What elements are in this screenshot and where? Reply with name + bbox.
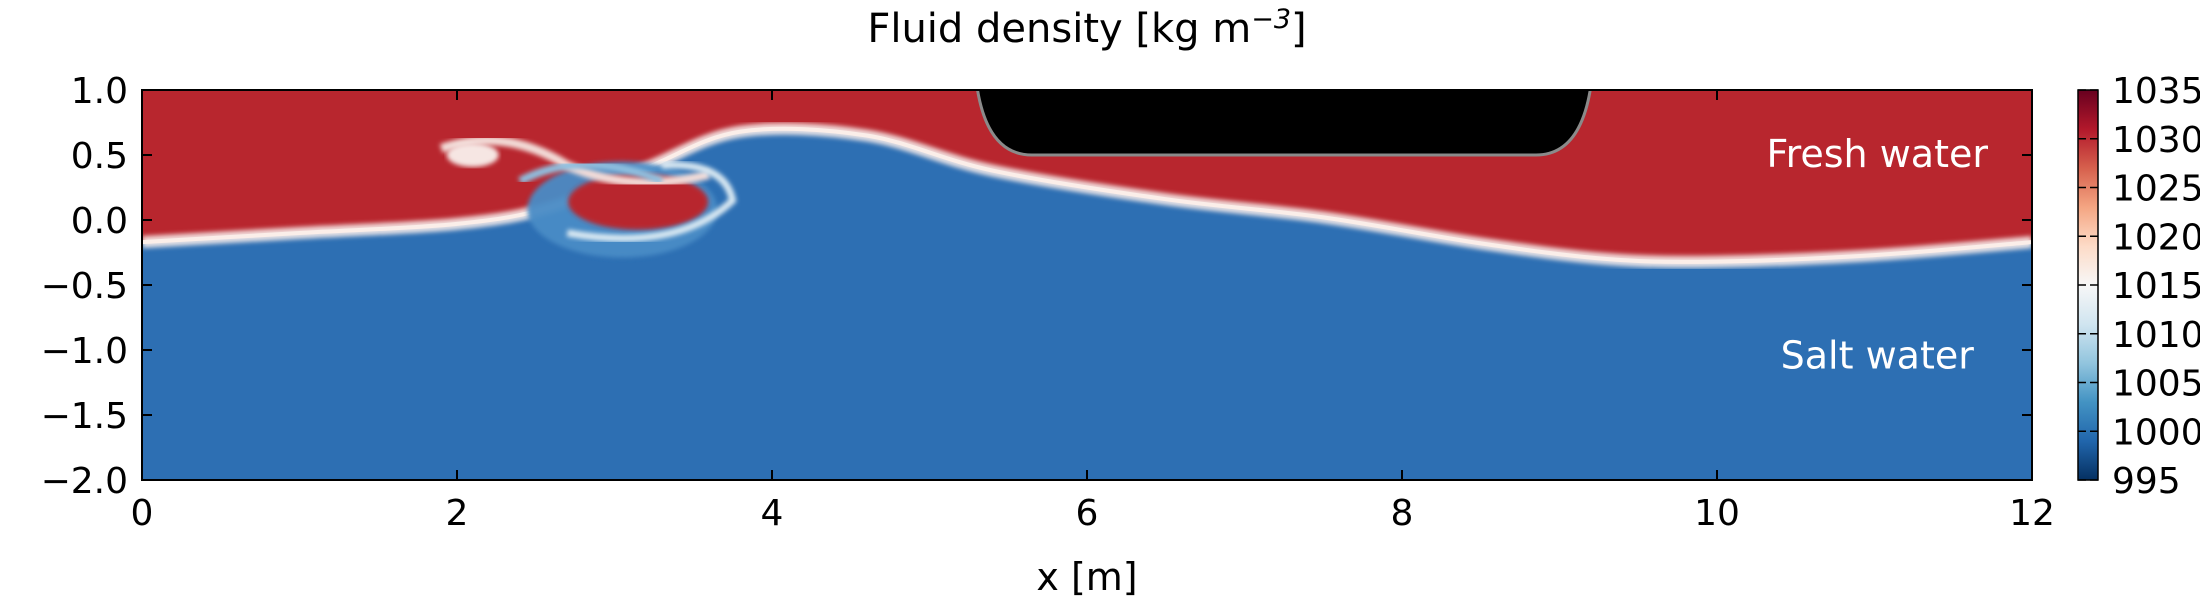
y-axis: 1.0 0.5 0.0 −0.5 −1.0 −1.5 −2.0: [41, 71, 2032, 502]
colorbar-ticks: 1035 1030 1025 1020 1015 1010 1005 1000 995: [2078, 71, 2200, 502]
x-tick-label: 2: [446, 493, 469, 534]
heatmap-plot: [142, 90, 2032, 480]
y-tick-label: −1.0: [41, 331, 128, 372]
y-tick-label: −0.5: [41, 266, 128, 307]
colorbar-tick-label: 1000: [2112, 412, 2200, 453]
colorbar-tick-label: 1015: [2112, 266, 2200, 307]
colorbar-tick-label: 1010: [2112, 315, 2200, 356]
colorbar: 1035 1030 1025 1020 1015 1010 1005 1000 995: [2077, 71, 2200, 502]
y-tick-label: 0.0: [71, 201, 128, 242]
annotations: Fresh water Salt water: [1767, 132, 1989, 378]
title-suffix: ]: [1291, 6, 1307, 52]
interface-line: [142, 126, 2032, 264]
x-tick-label: 0: [131, 493, 154, 534]
y-tick-label: −2.0: [41, 461, 128, 502]
y-tick-label: 0.5: [71, 136, 128, 177]
vortex-structure: [439, 136, 737, 258]
x-axis-label: x [m]: [1036, 555, 1137, 599]
colorbar-tick-label: 1020: [2112, 217, 2200, 258]
x-tick-label: 12: [2009, 493, 2055, 534]
title-superscript: −3: [1251, 4, 1291, 35]
annotation-label: Fresh water: [1767, 132, 1989, 176]
x-tick-label: 8: [1391, 493, 1414, 534]
x-tick-label: 4: [761, 493, 784, 534]
x-tick-label: 10: [1694, 493, 1740, 534]
colorbar-tick-label: 995: [2112, 461, 2181, 502]
colorbar-tick-label: 1035: [2112, 71, 2200, 112]
x-axis: 0 2 4 6 8 10 12: [131, 90, 2055, 534]
colorbar-tick-label: 1030: [2112, 120, 2200, 161]
colorbar-tick-label: 1025: [2112, 169, 2200, 210]
chart-title: Fluid density [kg m−3]: [867, 4, 1306, 52]
annotation-label: Salt water: [1781, 334, 1975, 378]
obstacle: [976, 90, 1592, 157]
colorbar-tick-label: 1005: [2112, 364, 2200, 405]
y-tick-label: 1.0: [71, 71, 128, 112]
x-tick-label: 6: [1076, 493, 1099, 534]
y-tick-label: −1.5: [41, 396, 128, 437]
